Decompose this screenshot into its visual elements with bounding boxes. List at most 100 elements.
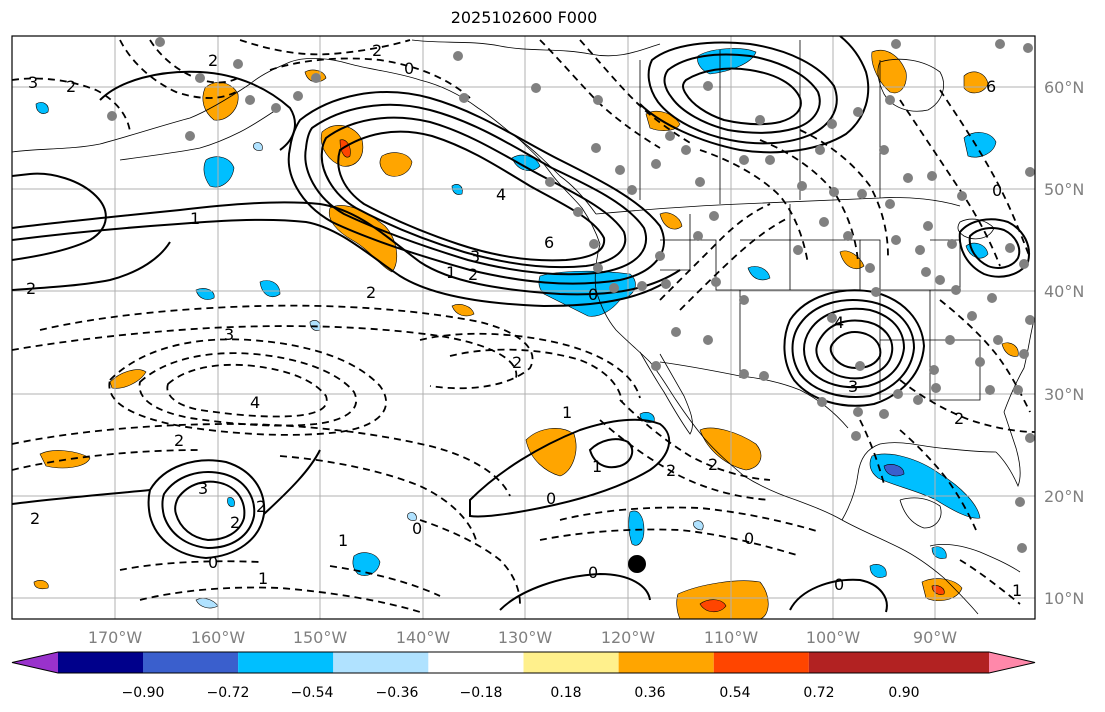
- contour-plains-high-4: [815, 319, 894, 380]
- contour-label: 1: [592, 457, 602, 476]
- shade-blue-bc: [511, 154, 541, 171]
- canada-us-border: [595, 197, 961, 215]
- contour-trop-high-1: [147, 459, 266, 560]
- contour-label: 0: [588, 563, 598, 582]
- contour-canada-low-1: [647, 41, 838, 145]
- dash-trop-e-1: [559, 506, 821, 533]
- contour-label: 3: [198, 479, 208, 498]
- contour-label: 0: [588, 285, 598, 304]
- shade-orange-mexico: [699, 427, 762, 471]
- contour-east-low-2: [968, 227, 1021, 269]
- shade-orange-e-pacific: [451, 304, 475, 317]
- colorbar-tick: −0.72: [207, 685, 250, 701]
- contour-pacific-ridge-1: [12, 201, 681, 296]
- dash-trop-w-6: [119, 560, 441, 597]
- lon-tick: 170°W: [88, 628, 143, 647]
- dash-alaska-1: [119, 39, 237, 99]
- dash-intermountain-1: [659, 203, 771, 301]
- contour-label: 2: [666, 461, 676, 480]
- contour-labels: 3 2 2 0 1 2 4 6 3 2 1 0 2 3 2 4 2 6 0 4 …: [26, 41, 1022, 600]
- contour-label: 0: [412, 519, 422, 538]
- dash-e-pacific-1: [419, 332, 641, 399]
- lat-tick: 60°N: [1044, 78, 1084, 97]
- colorbar-segment: [143, 652, 239, 673]
- station-markers: [107, 37, 1035, 553]
- contour-plains-high-1: [783, 289, 926, 407]
- east-coast: [1003, 319, 1035, 413]
- solid-contours: [12, 36, 1030, 613]
- colorbar-segment: [58, 652, 143, 673]
- contour-label: 2: [174, 431, 184, 450]
- dash-gulf-alaska-2: [269, 57, 471, 99]
- contour-plains-high-3: [803, 307, 906, 389]
- lon-tick: 160°W: [191, 628, 246, 647]
- dash-rockies-1: [699, 149, 809, 265]
- shade-blue-alaska: [35, 102, 49, 114]
- contour-canada-low-3: [682, 67, 802, 126]
- dash-mexico-2: [599, 419, 771, 501]
- contour-label: 4: [496, 185, 506, 204]
- colorbar-segment: [238, 652, 334, 673]
- contour-aleutian-low: [99, 70, 296, 151]
- shade-red-s-pacific: [699, 599, 727, 613]
- colorbar-tick: 0.90: [888, 685, 919, 701]
- dash-central-trough-4: [12, 449, 477, 541]
- yucatan: [899, 497, 942, 529]
- dash-canada-2: [579, 39, 693, 145]
- gulf-coast: [841, 442, 997, 521]
- contour-pacific-high-1: [287, 91, 665, 285]
- shade-lightblue-4: [693, 520, 704, 531]
- shade-lightblue-3: [407, 512, 417, 521]
- shade-orange-n-cal: [659, 212, 683, 230]
- cuba: [929, 544, 1021, 573]
- lat-tick-labels: 60°N 50°N 40°N 30°N 20°N 10°N: [1044, 78, 1084, 608]
- contour-label: 3: [470, 247, 480, 266]
- dash-east-2: [939, 299, 1031, 413]
- contour-label: 2: [26, 279, 36, 298]
- lon-tick: 120°W: [601, 628, 656, 647]
- contour-label: 0: [834, 575, 844, 594]
- shade-orange-hudson: [963, 71, 989, 94]
- shade-blue-canada-e: [963, 132, 997, 158]
- shade-lightblue-5: [253, 142, 263, 151]
- colorbar-outline: [11, 651, 1036, 674]
- colorbar-segment: [333, 652, 429, 673]
- contour-label: 2: [66, 77, 76, 96]
- shade-orange-canada-n: [871, 50, 907, 94]
- contour-w-low-1: [12, 172, 107, 261]
- shade-orange-small-1: [33, 580, 49, 590]
- shade-blue-aleutian: [203, 156, 235, 188]
- shade-blue-rockies: [747, 266, 771, 281]
- contour-label: 0: [546, 489, 556, 508]
- dash-rockies-3: [799, 129, 889, 257]
- dash-trop-w-5: [139, 586, 421, 613]
- colorbar-tick: −0.18: [460, 685, 503, 701]
- shade-orange-trop-c: [525, 428, 577, 477]
- shade-orange-trop-w2: [109, 369, 147, 389]
- alaska-coast: [12, 58, 597, 215]
- shade-blue-carib-small: [869, 564, 887, 578]
- contour-w-low-2: [12, 241, 171, 291]
- contour-label: 3: [224, 325, 234, 344]
- dash-southeast: [899, 429, 977, 531]
- dash-rockies-2: [759, 139, 859, 263]
- contour-plains-high-2: [791, 299, 916, 398]
- map-title: 2025102600 F000: [450, 8, 598, 27]
- contour-label: 0: [208, 553, 218, 572]
- colorbar: [11, 651, 1036, 674]
- contour-pacific-ridge-2: [12, 218, 667, 308]
- shade-orange-gulf: [1001, 342, 1019, 357]
- contour-trop-east-2: [588, 438, 634, 469]
- contour-canada-low-2: [663, 53, 821, 134]
- contour-label: 2: [372, 41, 382, 60]
- colorbar-tick: −0.36: [376, 685, 419, 701]
- aleutian-chain: [119, 109, 277, 161]
- contour-label: 2: [30, 509, 40, 528]
- bc-coast: [519, 139, 601, 245]
- contour-pacific-high-4: [337, 130, 606, 262]
- dash-trop-e-3: [419, 519, 521, 605]
- contour-label: 1: [446, 263, 456, 282]
- contour-label: 3: [848, 377, 858, 396]
- lon-tick: 90°W: [913, 628, 957, 647]
